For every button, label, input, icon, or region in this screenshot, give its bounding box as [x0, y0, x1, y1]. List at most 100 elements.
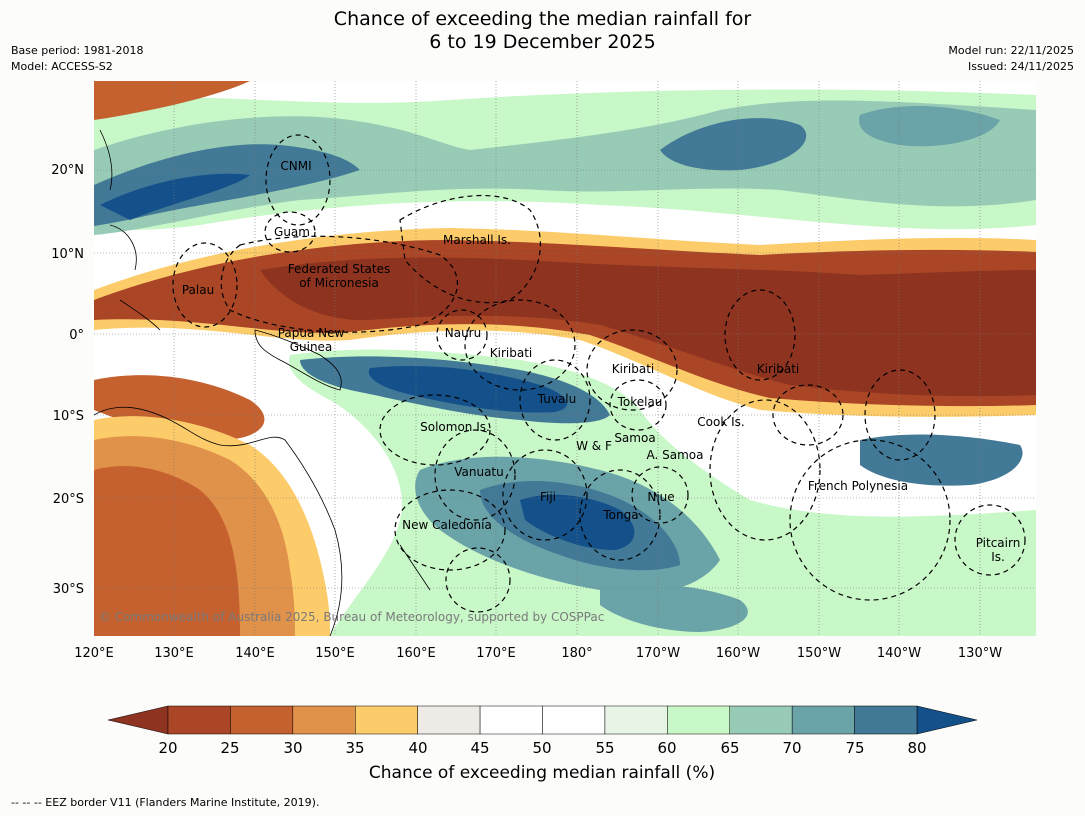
- label-wallis-futuna: W & F: [576, 439, 612, 453]
- model-name: Model: ACCESS-S2: [11, 60, 113, 73]
- label-nauru: Nauru: [445, 326, 481, 340]
- base-period: Base period: 1981-2018: [11, 44, 144, 57]
- colorbar-segment: [729, 705, 793, 735]
- australia-brown-region: [94, 466, 240, 636]
- spcz-darkblue-core: [368, 365, 567, 413]
- colorbar-segment: [479, 705, 543, 735]
- colorbar-tick: 20: [158, 739, 177, 757]
- australia-coast: [94, 407, 343, 636]
- north-brown-corner: [94, 81, 250, 120]
- lon-tick: 150°W: [797, 646, 841, 661]
- eez-fsm: [220, 235, 458, 333]
- lon-ticks: 120°E 130°E 140°E 150°E 160°E 170°E 180°…: [74, 646, 1002, 661]
- label-png-line2: Guinea: [290, 340, 333, 354]
- lon-tick: 170°E: [476, 646, 516, 661]
- eez-norfolk: [445, 547, 511, 613]
- label-niue: Niue: [647, 490, 674, 504]
- southeast-teal-patch: [600, 584, 748, 632]
- label-fsm-line2: of Micronesia: [299, 276, 379, 290]
- eez-tuvalu: [519, 359, 591, 441]
- copyright-text: © Commonwealth of Australia 2025, Bureau…: [99, 610, 604, 624]
- colorbar-over-arrow: [916, 705, 978, 735]
- label-tuvalu: Tuvalu: [537, 392, 577, 406]
- colorbar: 20 25 30 35 40 45 50 55 60 65 70 75 80 C…: [107, 705, 978, 783]
- colorbar-tick: 70: [782, 739, 801, 757]
- lat-tick: 10°N: [51, 247, 84, 262]
- label-new-caledonia: New Caledonia: [402, 518, 492, 532]
- north-teal-east: [859, 105, 1000, 147]
- lon-tick: 160°W: [716, 646, 760, 661]
- lon-tick: 130°E: [154, 646, 194, 661]
- north-blue-central: [660, 118, 807, 171]
- label-tonga: Tonga: [602, 508, 638, 522]
- eez-fiji: [502, 449, 588, 541]
- colorbar-under-arrow: [107, 705, 169, 735]
- eez-new-caledonia: [394, 489, 506, 571]
- label-vanuatu: Vanuatu: [454, 465, 504, 479]
- label-american-samoa: A. Samoa: [647, 448, 704, 462]
- lon-tick: 180°: [561, 646, 592, 661]
- chart-title: Chance of exceeding the median rainfall …: [0, 8, 1085, 54]
- eez-borders: [172, 134, 1026, 613]
- lat-tick: 0°: [69, 328, 84, 343]
- lon-tick: 140°W: [877, 646, 921, 661]
- colorbar-segment: [667, 705, 730, 735]
- new-caledonia-coast: [399, 544, 431, 591]
- colorbar-segment: [604, 705, 668, 735]
- label-kiribati-east: Kiribati: [757, 362, 799, 376]
- label-cook: Cook Is.: [697, 415, 744, 429]
- south-green-region: [289, 349, 1036, 636]
- lon-tick: 160°E: [396, 646, 436, 661]
- lon-tick: 170°W: [636, 646, 680, 661]
- title-line-2: 6 to 19 December 2025: [429, 31, 656, 53]
- eez-cook: [709, 399, 821, 541]
- eez-french-polynesia: [789, 439, 951, 601]
- label-png-line1: Papua New: [278, 326, 345, 340]
- label-guam: Guam: [274, 225, 310, 239]
- label-solomon: Solomon Is.: [420, 420, 490, 434]
- colorbar-tick: 60: [657, 739, 676, 757]
- colorbar-segment: [542, 705, 606, 735]
- colorbar-tick: 45: [470, 739, 489, 757]
- eez-kiribati-central: [586, 329, 678, 411]
- eez-niue: [631, 466, 689, 524]
- eez-footer-note: -- -- -- EEZ border V11 (Flanders Marine…: [11, 796, 320, 809]
- label-kiribati-central: Kiribati: [612, 362, 654, 376]
- eez-solomon: [379, 394, 491, 466]
- new-guinea-coast: [254, 329, 342, 391]
- label-french-polynesia: French Polynesia: [808, 479, 908, 493]
- equatorial-darkbrown-core: [260, 257, 1036, 397]
- colorbar-segment: [791, 705, 855, 735]
- colorbar-segment: [230, 705, 294, 735]
- north-darkblue-west: [100, 173, 250, 220]
- eez-kiribati-south: [772, 384, 844, 446]
- colorbar-segment: [854, 705, 918, 735]
- colorbar-tick: 50: [532, 739, 551, 757]
- lon-tick: 140°E: [235, 646, 275, 661]
- eez-marshall: [399, 194, 541, 304]
- title-line-1: Chance of exceeding the median rainfall …: [333, 8, 752, 30]
- lon-tick: 120°E: [74, 646, 114, 661]
- label-fsm-line1: Federated States: [288, 262, 390, 276]
- meta-left: Base period: 1981-2018 Model: ACCESS-S2: [11, 43, 143, 75]
- meta-right: Model run: 22/11/2025 Issued: 24/11/2025: [948, 43, 1074, 75]
- colorbar-tick: 65: [720, 739, 739, 757]
- lat-tick: 30°S: [53, 582, 84, 597]
- colorbar-segment: [355, 705, 418, 735]
- colorbar-tick: 75: [845, 739, 864, 757]
- colorbar-tick: 30: [283, 739, 302, 757]
- label-pitcairn-line2: Is.: [991, 550, 1005, 564]
- colorbar-title: Chance of exceeding median rainfall (%): [369, 763, 715, 783]
- eez-vanuatu: [434, 429, 516, 521]
- lat-tick: 10°S: [53, 409, 84, 424]
- colorbar-tick: 80: [907, 739, 926, 757]
- eez-palau: [172, 242, 238, 328]
- lon-tick: 150°E: [315, 646, 355, 661]
- label-fiji: Fiji: [540, 490, 556, 504]
- colorbar-tick: 25: [220, 739, 239, 757]
- model-run: Model run: 22/11/2025: [948, 44, 1074, 57]
- label-kiribati-west: Kiribati: [490, 346, 532, 360]
- lat-ticks: 20°N 10°N 0° 10°S 20°S 30°S: [51, 163, 84, 597]
- philippines-coast: [99, 129, 161, 331]
